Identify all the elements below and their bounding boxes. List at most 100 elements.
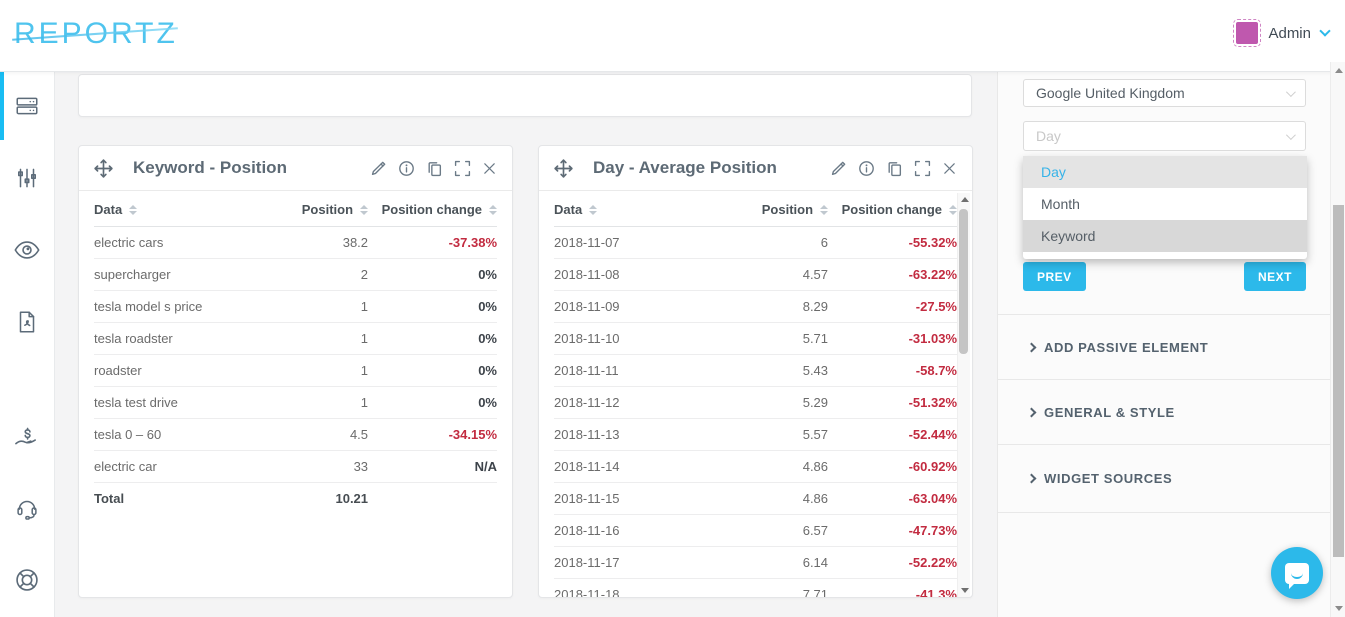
widget-header: Day - Average Position bbox=[539, 146, 972, 191]
cell-position: 4.57 bbox=[735, 258, 829, 291]
cell-change: -52.22% bbox=[828, 546, 957, 579]
dropdown-option-keyword[interactable]: Keyword bbox=[1023, 220, 1307, 252]
keyword-position-table: Data Position Position change electric c… bbox=[94, 191, 497, 515]
select-value: Google United Kingdom bbox=[1036, 85, 1185, 101]
accordion-general-style[interactable]: GENERAL & STYLE bbox=[998, 379, 1331, 444]
info-icon[interactable] bbox=[858, 160, 875, 177]
scrollbar-thumb[interactable] bbox=[959, 209, 968, 354]
logo[interactable]: REPORTZ bbox=[14, 17, 178, 50]
cell-data: 2018-11-11 bbox=[554, 354, 736, 387]
cell-position: 38.2 bbox=[275, 226, 369, 259]
table-row: electric car 33 N/A bbox=[94, 450, 497, 483]
widget-title: Day - Average Position bbox=[593, 158, 777, 177]
cell-position: 1 bbox=[275, 354, 369, 387]
sort-icon[interactable] bbox=[129, 204, 138, 215]
close-icon[interactable] bbox=[942, 161, 957, 176]
cell-data: 2018-11-10 bbox=[554, 322, 736, 355]
sort-icon[interactable] bbox=[360, 204, 369, 215]
cell-change: 0% bbox=[368, 290, 497, 323]
column-header-position-change[interactable]: Position change bbox=[368, 191, 497, 227]
cell-data: 2018-11-16 bbox=[554, 514, 736, 547]
cell-position: 7.71 bbox=[735, 578, 829, 597]
column-header-position[interactable]: Position bbox=[735, 191, 829, 227]
edit-icon[interactable] bbox=[370, 160, 387, 177]
table-header-row: Data Position Position change bbox=[554, 191, 957, 227]
cell-change: -27.5% bbox=[828, 290, 957, 323]
duplicate-icon[interactable] bbox=[426, 160, 443, 177]
page-scrollbar[interactable] bbox=[1330, 62, 1345, 617]
sort-icon[interactable] bbox=[589, 204, 598, 215]
table-row: tesla 0 – 60 4.5 -34.15% bbox=[94, 418, 497, 451]
table-row: 2018-11-10 5.71 -31.03% bbox=[554, 322, 957, 355]
table-scrollbar[interactable] bbox=[957, 193, 970, 597]
cell-data: 2018-11-15 bbox=[554, 482, 736, 515]
chevron-right-icon bbox=[1026, 473, 1037, 484]
scrollbar-thumb[interactable] bbox=[1333, 205, 1344, 557]
sort-icon[interactable] bbox=[949, 204, 957, 215]
fullscreen-icon[interactable] bbox=[914, 160, 931, 177]
sort-icon[interactable] bbox=[489, 204, 497, 215]
cell-data: tesla test drive bbox=[94, 386, 276, 419]
sort-icon[interactable] bbox=[820, 204, 829, 215]
column-header-position-change[interactable]: Position change bbox=[828, 191, 957, 227]
cell-position: 4.86 bbox=[735, 450, 829, 483]
cell-data: 2018-11-18 bbox=[554, 578, 736, 597]
server-icon bbox=[14, 93, 40, 124]
cell-position: 5.71 bbox=[735, 322, 829, 355]
pdf-file-icon bbox=[14, 309, 40, 340]
cell-data: roadster bbox=[94, 354, 276, 387]
table-row: supercharger 2 0% bbox=[94, 258, 497, 291]
cell-data: 2018-11-14 bbox=[554, 450, 736, 483]
eye-icon bbox=[13, 236, 41, 269]
info-icon[interactable] bbox=[398, 160, 415, 177]
sidebar-item-widgets[interactable] bbox=[0, 72, 54, 144]
scroll-up-icon[interactable] bbox=[961, 197, 969, 202]
close-icon[interactable] bbox=[482, 161, 497, 176]
table-row: 2018-11-15 4.86 -63.04% bbox=[554, 482, 957, 515]
search-engine-select[interactable]: Google United Kingdom bbox=[1023, 79, 1306, 107]
chevron-down-icon bbox=[1319, 25, 1331, 37]
dropdown-option-day[interactable]: Day bbox=[1023, 156, 1307, 188]
chevron-down-icon bbox=[1285, 129, 1296, 140]
widget-day-average-position: Day - Average Position Data Position Pos… bbox=[538, 145, 973, 598]
cell-change: -34.15% bbox=[368, 418, 497, 451]
partial-widget-card bbox=[78, 74, 972, 117]
dimension-select[interactable]: Day bbox=[1023, 121, 1306, 151]
prev-button[interactable]: PREV bbox=[1023, 262, 1086, 291]
next-button[interactable]: NEXT bbox=[1243, 262, 1306, 291]
accordion-widget-sources[interactable]: WIDGET SOURCES bbox=[998, 444, 1331, 512]
scroll-up-icon[interactable] bbox=[1335, 68, 1343, 73]
scroll-down-icon[interactable] bbox=[961, 588, 969, 593]
scroll-down-icon[interactable] bbox=[1335, 606, 1343, 611]
select-placeholder: Day bbox=[1036, 128, 1061, 144]
column-header-data[interactable]: Data bbox=[94, 191, 276, 227]
sidebar-item-preview[interactable] bbox=[0, 216, 54, 288]
total-position: 10.21 bbox=[335, 491, 369, 507]
cell-data: 2018-11-17 bbox=[554, 546, 736, 579]
cell-data: 2018-11-09 bbox=[554, 290, 736, 323]
accordion-add-passive-element[interactable]: ADD PASSIVE ELEMENT bbox=[998, 314, 1331, 379]
dropdown-option-month[interactable]: Month bbox=[1041, 196, 1080, 212]
fullscreen-icon[interactable] bbox=[454, 160, 471, 177]
column-header-data[interactable]: Data bbox=[554, 191, 736, 227]
user-menu[interactable]: Admin bbox=[1233, 19, 1331, 47]
cell-data: 2018-11-13 bbox=[554, 418, 736, 451]
table-row: 2018-11-14 4.86 -60.92% bbox=[554, 450, 957, 483]
sidebar-item-settings[interactable] bbox=[0, 144, 54, 216]
column-header-position[interactable]: Position bbox=[275, 191, 369, 227]
move-icon[interactable] bbox=[554, 158, 573, 178]
move-icon[interactable] bbox=[94, 158, 113, 178]
sidebar-item-billing[interactable] bbox=[0, 402, 54, 474]
sidebar-item-help[interactable] bbox=[0, 546, 54, 617]
table-row: tesla model s price 1 0% bbox=[94, 290, 497, 323]
cell-position: 8.29 bbox=[735, 290, 829, 323]
chat-button[interactable] bbox=[1271, 547, 1323, 599]
widget-title: Keyword - Position bbox=[133, 158, 287, 177]
cell-position: 5.43 bbox=[735, 354, 829, 387]
edit-icon[interactable] bbox=[830, 160, 847, 177]
sidebar-item-pdf-export[interactable] bbox=[0, 288, 54, 360]
sidebar-item-support[interactable] bbox=[0, 474, 54, 546]
dimension-dropdown: Day Month Keyword bbox=[1023, 156, 1307, 259]
duplicate-icon[interactable] bbox=[886, 160, 903, 177]
cell-data: supercharger bbox=[94, 258, 276, 291]
